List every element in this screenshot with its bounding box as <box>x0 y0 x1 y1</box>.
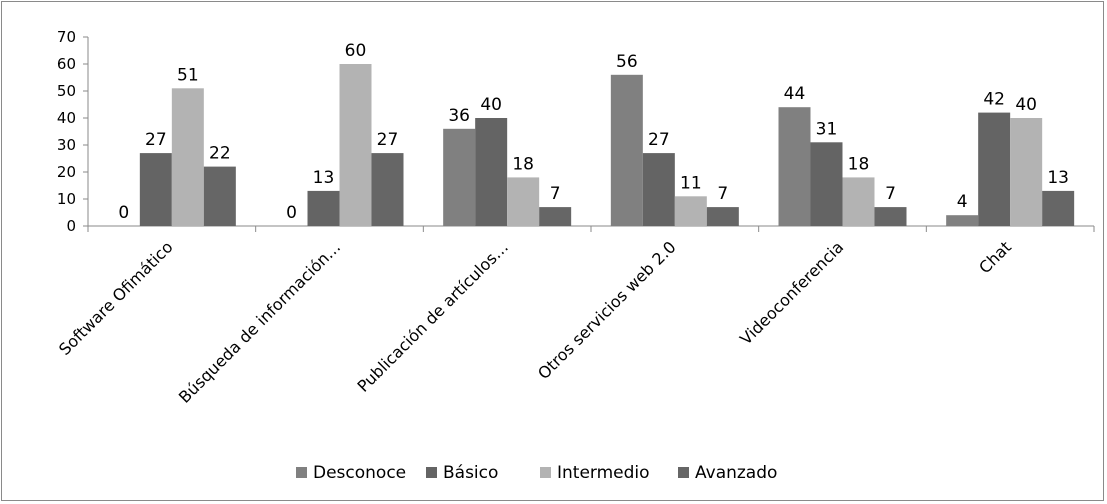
data-labels: 0 27 51 22 0 13 60 27 36 40 18 7 56 27 11 7 44 31 18 7 4 42 40… <box>118 41 1069 223</box>
bar <box>371 153 404 226</box>
legend-swatch <box>678 467 689 478</box>
data-label: 0 <box>118 203 129 223</box>
category-label: Chat <box>975 237 1015 277</box>
bars <box>139 64 1075 226</box>
data-label: 18 <box>848 154 870 174</box>
data-label: 13 <box>1047 168 1069 188</box>
legend-label: Avanzado <box>695 463 777 483</box>
bar <box>978 112 1011 226</box>
data-label: 0 <box>286 203 297 223</box>
category-label: Publicación de artículos… <box>354 237 512 395</box>
y-tick-label: 60 <box>57 55 76 73</box>
bar <box>610 74 643 226</box>
bar <box>778 107 811 226</box>
bar <box>203 166 236 226</box>
data-label: 27 <box>145 130 167 150</box>
legend: Desconoce Básico Intermedio Avanzado <box>296 463 777 483</box>
y-tick-label: 40 <box>57 109 76 127</box>
legend-label: Desconoce <box>313 463 406 483</box>
legend-swatch <box>296 467 307 478</box>
bar <box>443 128 476 226</box>
data-label: 11 <box>680 173 702 193</box>
data-label: 18 <box>512 154 534 174</box>
legend-label: Básico <box>443 463 498 483</box>
data-label: 22 <box>209 144 231 164</box>
y-tick-label: 0 <box>66 217 76 235</box>
category-label: Software Ofimático <box>55 237 177 359</box>
data-label: 44 <box>784 84 806 104</box>
bar <box>874 207 907 226</box>
legend-swatch <box>426 467 437 478</box>
y-tick-label: 50 <box>57 82 76 100</box>
bar <box>507 177 540 226</box>
legend-label: Intermedio <box>557 463 650 483</box>
data-label: 7 <box>885 184 896 204</box>
y-tick-label: 70 <box>57 28 76 46</box>
data-label: 7 <box>717 184 728 204</box>
data-label: 56 <box>616 52 638 72</box>
data-label: 60 <box>345 41 367 61</box>
data-label: 13 <box>313 168 335 188</box>
category-label: Búsqueda de información… <box>175 237 344 406</box>
data-label: 27 <box>648 130 670 150</box>
data-label: 31 <box>816 119 838 139</box>
data-label: 4 <box>957 192 968 212</box>
bar <box>706 207 739 226</box>
bar <box>674 196 707 226</box>
data-label: 40 <box>1015 95 1037 115</box>
data-label: 7 <box>550 184 561 204</box>
category-label: Otros servicios web 2.0 <box>534 237 680 383</box>
data-label: 36 <box>448 106 470 126</box>
bar <box>946 215 979 226</box>
y-tick-label: 20 <box>57 163 76 181</box>
data-label: 42 <box>983 90 1005 110</box>
category-label: Videoconferencia <box>736 237 847 348</box>
bar <box>842 177 875 226</box>
bar <box>539 207 572 226</box>
bar <box>139 153 172 226</box>
y-tick-label: 10 <box>57 190 76 208</box>
data-label: 40 <box>480 95 502 115</box>
bar <box>171 88 204 226</box>
y-tick-label: 30 <box>57 136 76 154</box>
bar <box>642 153 675 226</box>
legend-swatch <box>540 467 551 478</box>
y-axis: 0 10 20 30 40 50 60 70 <box>57 28 89 235</box>
bar <box>475 118 508 226</box>
bar <box>810 142 843 226</box>
bar <box>339 64 372 226</box>
bar <box>1042 190 1075 226</box>
data-label: 51 <box>177 65 199 85</box>
bar <box>307 190 340 226</box>
bar <box>1010 118 1043 226</box>
x-axis <box>87 225 1095 232</box>
data-label: 27 <box>377 130 399 150</box>
